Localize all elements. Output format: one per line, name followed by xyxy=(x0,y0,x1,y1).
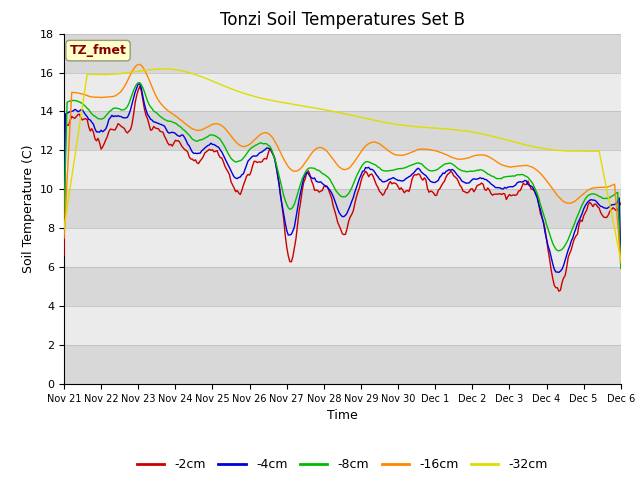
Bar xyxy=(64,34,621,72)
Bar xyxy=(64,267,621,306)
Bar xyxy=(64,306,621,345)
Bar xyxy=(64,228,621,267)
Legend: -2cm, -4cm, -8cm, -16cm, -32cm: -2cm, -4cm, -8cm, -16cm, -32cm xyxy=(132,453,553,476)
Bar xyxy=(64,189,621,228)
Y-axis label: Soil Temperature (C): Soil Temperature (C) xyxy=(22,144,35,273)
X-axis label: Time: Time xyxy=(327,409,358,422)
Bar xyxy=(64,72,621,111)
Text: TZ_fmet: TZ_fmet xyxy=(70,44,127,57)
Bar xyxy=(64,345,621,384)
Title: Tonzi Soil Temperatures Set B: Tonzi Soil Temperatures Set B xyxy=(220,11,465,29)
Bar xyxy=(64,111,621,150)
Bar xyxy=(64,150,621,189)
